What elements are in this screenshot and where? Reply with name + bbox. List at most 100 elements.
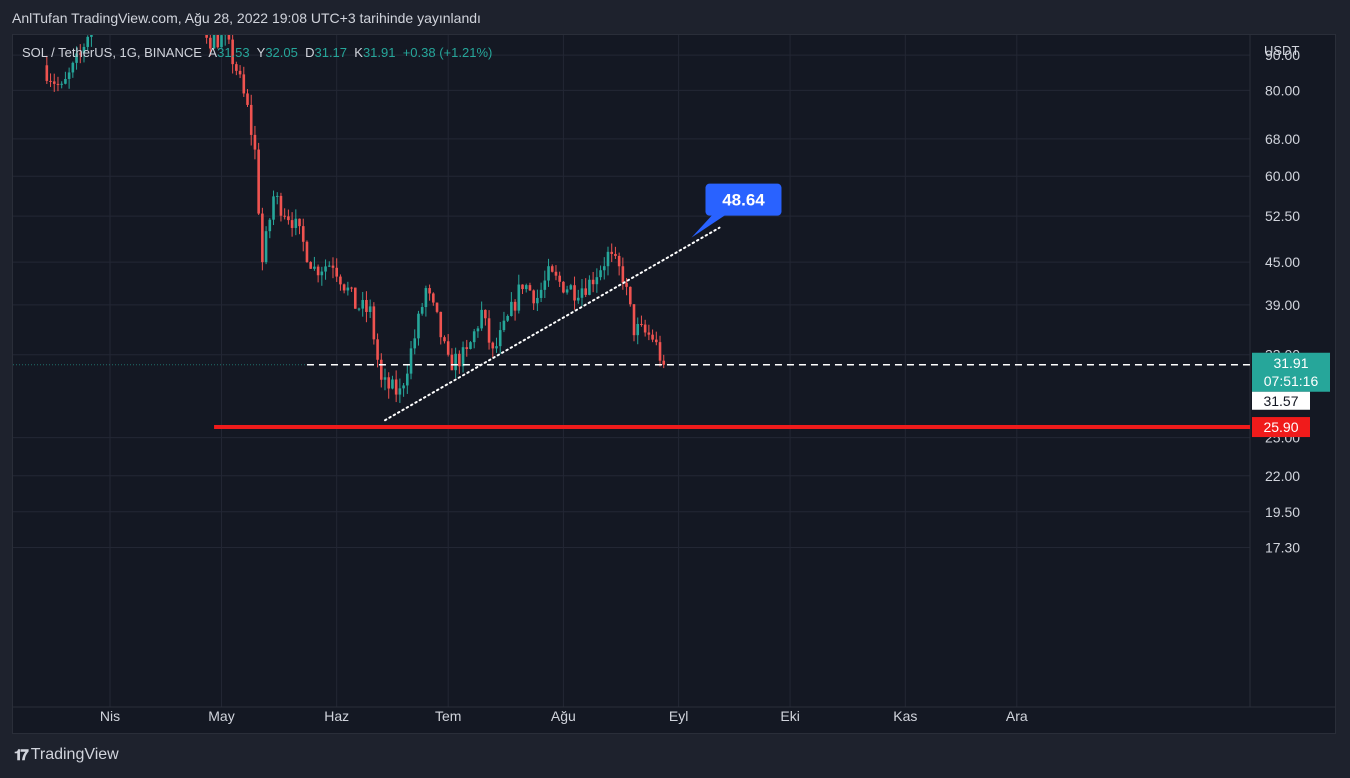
chart-frame[interactable] xyxy=(12,34,1336,734)
candle-down xyxy=(532,290,535,304)
y-tick-label: 52.50 xyxy=(1265,208,1300,224)
candle-down xyxy=(331,265,335,268)
candle-down xyxy=(183,0,186,6)
x-tick-label: Nis xyxy=(100,708,120,724)
candle-up xyxy=(580,288,584,298)
candle-down xyxy=(257,149,260,214)
candle-up xyxy=(543,280,547,290)
candle-down xyxy=(339,276,342,285)
y-tick-label: 17.30 xyxy=(1265,540,1300,556)
candle-down xyxy=(487,318,491,343)
x-tick-label: Ara xyxy=(1006,708,1028,724)
candle-up xyxy=(164,6,167,14)
low-label: D xyxy=(305,45,315,60)
brand-name: TradingView xyxy=(30,746,119,763)
candle-up xyxy=(409,348,413,374)
candle-down xyxy=(238,70,242,75)
candles-group xyxy=(45,0,666,403)
candle-down xyxy=(558,275,561,282)
candle-down xyxy=(625,282,628,287)
candle-down xyxy=(554,271,558,276)
candle-down xyxy=(432,293,435,303)
candle-down xyxy=(227,35,231,40)
y-tick-label: 45.00 xyxy=(1265,254,1300,270)
open-label: A xyxy=(208,45,218,60)
candle-up xyxy=(368,306,372,312)
support-badge xyxy=(1252,417,1310,438)
candle-down xyxy=(550,266,554,272)
candle-up xyxy=(595,277,599,285)
candle-down xyxy=(379,359,383,380)
candle-down xyxy=(435,302,439,312)
candle-up xyxy=(67,72,71,79)
candle-up xyxy=(406,373,409,386)
symbol-label[interactable]: SOL / TetherUS, 1G, BINANCE xyxy=(22,45,202,60)
y-tick-label: 68.00 xyxy=(1265,131,1300,147)
candle-down xyxy=(513,301,517,311)
x-tick-label: Eyl xyxy=(669,708,688,724)
candle-down xyxy=(209,37,212,49)
candle-down xyxy=(662,360,666,365)
candle-up xyxy=(212,35,216,49)
candle-up xyxy=(495,346,498,349)
callout-pointer xyxy=(691,213,728,238)
prev-close-label: 31.57 xyxy=(1263,393,1298,409)
candle-up xyxy=(264,231,268,263)
target-callout xyxy=(705,183,782,216)
candle-up xyxy=(71,62,75,73)
candle-up xyxy=(64,78,67,84)
close-label: K xyxy=(354,45,363,60)
candle-down xyxy=(632,304,636,336)
candle-down xyxy=(365,299,368,312)
candle-down xyxy=(643,324,647,333)
candle-up xyxy=(268,219,272,232)
candle-down xyxy=(153,25,156,30)
candle-down xyxy=(387,377,391,389)
candle-down xyxy=(56,83,60,85)
candle-down xyxy=(242,74,246,94)
candle-down xyxy=(458,353,461,367)
tradingview-logo-icon: 𝟏𝟕 xyxy=(14,746,29,764)
countdown-label: 07:51:16 xyxy=(1264,373,1319,389)
candle-up xyxy=(498,330,502,347)
candle-down xyxy=(353,287,357,309)
candle-up xyxy=(424,288,428,308)
candle-down xyxy=(216,35,220,48)
close-value: 31.91 xyxy=(362,45,396,60)
support-label: 25.90 xyxy=(1263,419,1298,435)
candle-up xyxy=(220,35,223,48)
candle-down xyxy=(640,323,643,325)
last-price-badge xyxy=(1252,352,1330,392)
tradingview-logo[interactable]: 𝟏𝟕 TradingView xyxy=(14,746,119,764)
candle-up xyxy=(569,285,573,290)
candle-down xyxy=(142,6,145,9)
candle-up xyxy=(588,279,591,295)
candle-down xyxy=(253,134,257,150)
candle-up xyxy=(86,36,90,47)
candle-up xyxy=(90,35,93,37)
candle-down xyxy=(439,311,443,338)
candle-up xyxy=(346,287,350,291)
x-tick-label: May xyxy=(208,708,234,724)
currency-label[interactable]: USDT xyxy=(1264,43,1300,58)
candle-down xyxy=(342,284,346,291)
candle-up xyxy=(461,347,465,367)
x-tick-label: Ağu xyxy=(551,708,576,724)
candle-down xyxy=(621,266,625,283)
candle-up xyxy=(223,35,227,36)
candle-down xyxy=(172,4,175,20)
candle-down xyxy=(45,65,49,81)
candle-down xyxy=(150,3,153,25)
candle-up xyxy=(324,266,327,272)
candle-down xyxy=(298,218,301,227)
last-price-label: 31.91 xyxy=(1273,355,1308,371)
candle-down xyxy=(49,80,52,82)
change-value: +0.38 (+1.21%) xyxy=(402,45,493,60)
candle-down xyxy=(610,251,614,254)
candle-down xyxy=(316,266,320,276)
candle-up xyxy=(176,17,179,20)
x-tick-label: Eki xyxy=(780,708,799,724)
candle-down xyxy=(428,288,431,294)
candle-down xyxy=(573,285,576,301)
